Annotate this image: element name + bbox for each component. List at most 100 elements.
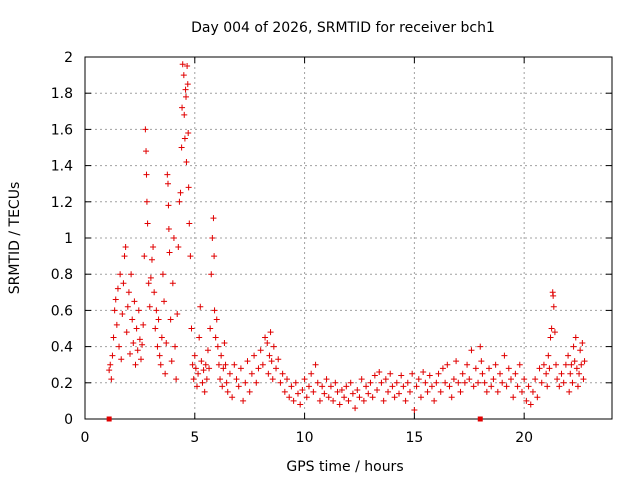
data-point (180, 72, 187, 79)
y-tick-label: 0 (64, 412, 73, 428)
data-point (136, 336, 143, 343)
chart-title: Day 004 of 2026, SRMTID for receiver bch… (191, 20, 495, 36)
data-point (162, 370, 169, 377)
data-point (231, 361, 238, 368)
data-point (546, 365, 553, 372)
data-point (201, 388, 208, 395)
data-point (466, 376, 473, 383)
data-point (290, 397, 297, 404)
data-point (264, 339, 271, 346)
data-point (120, 280, 127, 287)
data-point (223, 379, 230, 386)
data-point (406, 388, 413, 395)
y-tick-label: 1 (64, 231, 73, 247)
data-point (550, 303, 557, 310)
data-point (310, 388, 317, 395)
data-point (262, 334, 269, 341)
y-tick-label: 0.2 (51, 376, 73, 392)
data-point (433, 379, 440, 386)
data-point (382, 376, 389, 383)
data-point (490, 376, 497, 383)
data-point (181, 135, 188, 142)
data-point (165, 225, 172, 232)
data-point (580, 376, 587, 383)
data-point (269, 376, 276, 383)
data-point (165, 202, 172, 209)
data-point (303, 394, 310, 401)
data-point (578, 361, 585, 368)
data-point (217, 376, 224, 383)
data-point (143, 171, 150, 178)
data-point (181, 111, 188, 118)
data-point (111, 307, 118, 314)
data-point (492, 361, 499, 368)
data-point (212, 334, 219, 341)
gap-marker (106, 416, 112, 422)
data-point (144, 220, 151, 227)
data-point (157, 361, 164, 368)
data-point (267, 329, 274, 336)
data-point (325, 394, 332, 401)
data-point (472, 365, 479, 372)
data-point (210, 215, 217, 222)
data-point (380, 397, 387, 404)
data-point (184, 81, 191, 88)
data-point (450, 376, 457, 383)
y-tick-label: 1.4 (51, 159, 73, 175)
data-point (137, 356, 144, 363)
data-point (253, 379, 260, 386)
data-point (192, 365, 199, 372)
data-point (321, 390, 328, 397)
data-point (391, 394, 398, 401)
data-point (197, 303, 204, 310)
data-point (112, 296, 119, 303)
data-point (387, 370, 394, 377)
data-point (514, 383, 521, 390)
data-point (146, 303, 153, 310)
data-point (233, 376, 240, 383)
data-point (338, 387, 345, 394)
data-point (439, 365, 446, 372)
data-point (499, 379, 506, 386)
data-point (363, 383, 370, 390)
data-point (292, 379, 299, 386)
data-point (479, 370, 486, 377)
data-point (562, 361, 569, 368)
data-point (221, 339, 228, 346)
data-point (198, 358, 205, 365)
data-point (409, 370, 416, 377)
data-point (200, 367, 207, 374)
data-point (554, 376, 561, 383)
data-point (343, 383, 350, 390)
data-point (411, 406, 418, 413)
data-point (213, 316, 220, 323)
data-point (547, 334, 554, 341)
data-point (286, 394, 293, 401)
data-point (164, 171, 171, 178)
data-point (417, 394, 424, 401)
data-point (398, 372, 405, 379)
data-point (183, 93, 190, 100)
data-point (151, 289, 158, 296)
data-point (187, 253, 194, 260)
data-point (222, 361, 229, 368)
data-point (188, 325, 195, 332)
data-point (319, 383, 326, 390)
data-point (142, 126, 149, 133)
grid-lines (85, 57, 612, 419)
data-point (288, 383, 295, 390)
data-point (114, 285, 121, 292)
data-point (161, 298, 168, 305)
data-point (179, 61, 186, 68)
data-point (119, 311, 126, 318)
y-tick-label: 2 (64, 50, 73, 66)
data-point (579, 339, 586, 346)
data-point (571, 358, 578, 365)
data-point (163, 339, 170, 346)
data-point (577, 347, 584, 354)
data-point (158, 334, 165, 341)
data-point (510, 394, 517, 401)
data-point (544, 383, 551, 390)
data-point (371, 372, 378, 379)
data-point (548, 325, 555, 332)
